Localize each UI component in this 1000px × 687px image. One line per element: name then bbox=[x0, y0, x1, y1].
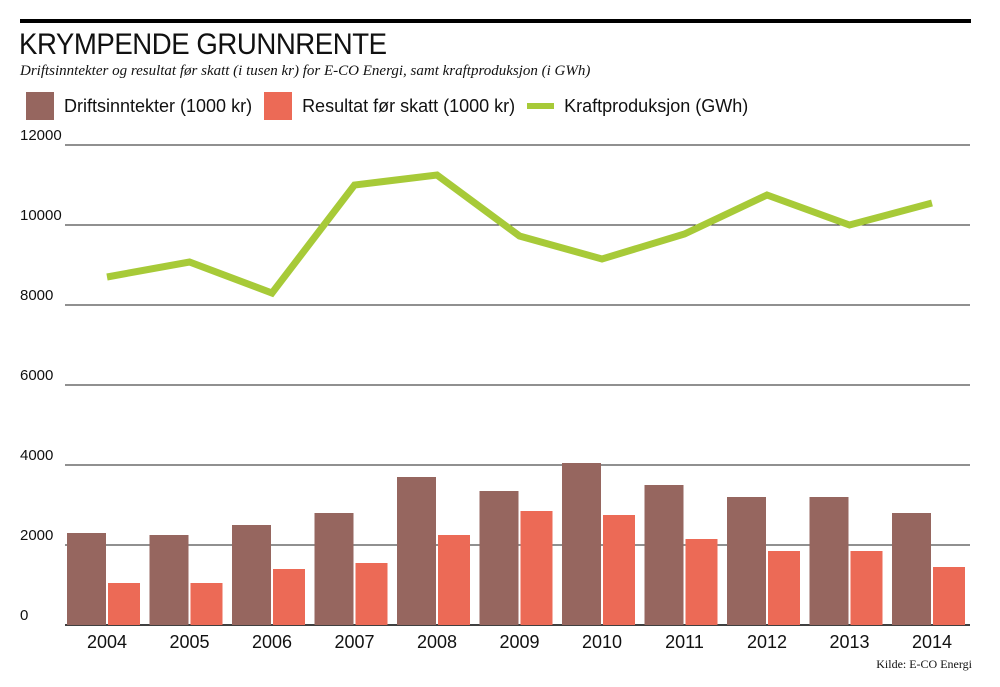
y-tick-label: 6000 bbox=[20, 367, 53, 384]
x-tick-label: 2014 bbox=[912, 632, 952, 652]
bar-driftsinntekter bbox=[479, 491, 519, 625]
legend-label: Driftsinntekter (1000 kr) bbox=[64, 95, 253, 116]
y-tick-label: 4000 bbox=[20, 447, 53, 464]
x-tick-label: 2013 bbox=[829, 632, 869, 652]
y-tick-label: 8000 bbox=[20, 287, 53, 304]
y-tick-label: 2000 bbox=[20, 527, 53, 544]
top-rule bbox=[20, 19, 971, 23]
legend-label: Resultat før skatt (1000 kr) bbox=[302, 95, 516, 116]
bar-resultat bbox=[850, 551, 883, 625]
x-tick-label: 2008 bbox=[417, 632, 457, 652]
legend-swatch bbox=[26, 92, 54, 120]
source-note: Kilde: E-CO Energi bbox=[876, 657, 972, 671]
x-tick-label: 2009 bbox=[499, 632, 539, 652]
y-tick-label: 0 bbox=[20, 607, 28, 624]
bar-resultat bbox=[603, 515, 635, 625]
bar-resultat bbox=[355, 563, 388, 625]
bar-driftsinntekter bbox=[727, 497, 766, 625]
x-tick-label: 2012 bbox=[747, 632, 787, 652]
x-tick-label: 2011 bbox=[665, 632, 704, 652]
legend-swatch bbox=[264, 92, 293, 120]
bar-driftsinntekter bbox=[397, 477, 436, 625]
x-tick-label: 2010 bbox=[582, 632, 622, 652]
bar-resultat bbox=[520, 511, 553, 625]
bar-resultat bbox=[685, 539, 718, 625]
bar-resultat bbox=[190, 583, 223, 625]
bar-resultat bbox=[108, 583, 140, 625]
bar-driftsinntekter bbox=[232, 525, 271, 625]
bar-resultat bbox=[438, 535, 470, 625]
bar-resultat bbox=[768, 551, 800, 625]
chart-title: KRYMPENDE GRUNNRENTE bbox=[19, 28, 387, 61]
legend: Driftsinntekter (1000 kr) Resultat før s… bbox=[26, 92, 760, 120]
bar-resultat bbox=[933, 567, 965, 625]
y-tick-label: 10000 bbox=[20, 207, 62, 224]
bar-driftsinntekter bbox=[562, 463, 601, 625]
legend-swatch bbox=[527, 103, 555, 109]
legend-item-resultat: Resultat før skatt (1000 kr) bbox=[264, 92, 515, 120]
bar-resultat bbox=[273, 569, 305, 625]
bar-driftsinntekter bbox=[314, 513, 354, 625]
x-tick-label: 2005 bbox=[169, 632, 209, 652]
bar-driftsinntekter bbox=[809, 497, 849, 625]
legend-item-driftsinntekter: Driftsinntekter (1000 kr) bbox=[26, 92, 252, 120]
x-tick-label: 2004 bbox=[87, 632, 127, 652]
bar-driftsinntekter bbox=[644, 485, 684, 625]
bar-driftsinntekter bbox=[892, 513, 931, 625]
y-tick-label: 12000 bbox=[20, 127, 62, 144]
x-tick-label: 2006 bbox=[252, 632, 292, 652]
bar-driftsinntekter bbox=[149, 535, 189, 625]
chart-subtitle: Driftsinntekter og resultat før skatt (i… bbox=[20, 63, 591, 79]
x-tick-label: 2007 bbox=[334, 632, 374, 652]
line-kraftproduksjon bbox=[106, 171, 933, 298]
bar-driftsinntekter bbox=[67, 533, 106, 625]
legend-label: Kraftproduksjon (GWh) bbox=[564, 95, 749, 116]
legend-item-kraftproduksjon: Kraftproduksjon (GWh) bbox=[527, 96, 748, 117]
